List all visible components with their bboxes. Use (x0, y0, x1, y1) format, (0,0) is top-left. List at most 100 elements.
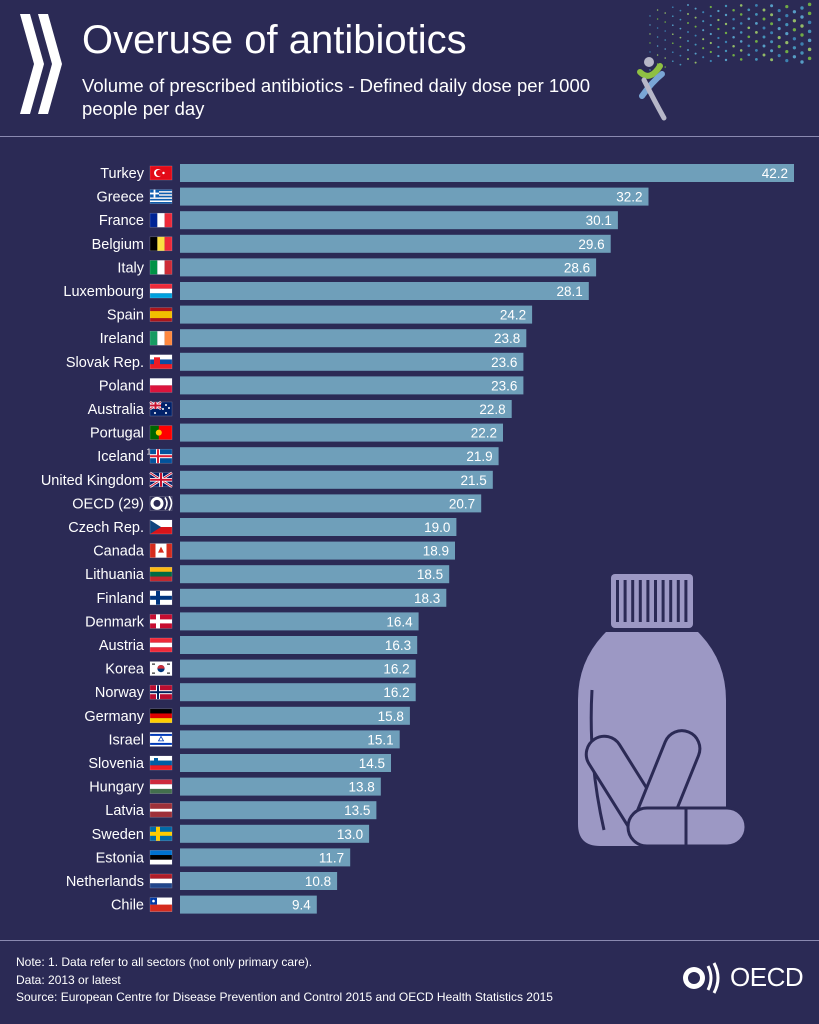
page-title: Overuse of antibiotics (82, 18, 467, 62)
deco-dot (739, 13, 743, 16)
flag-luxembourg-icon (149, 283, 173, 299)
deco-dot (687, 22, 689, 24)
bar-row-italy: Italy 28.6 (117, 258, 597, 277)
deco-dot (762, 53, 766, 57)
value-label: 13.0 (337, 827, 363, 842)
category-label: Finland (96, 591, 144, 607)
category-label: United Kingdom (41, 473, 144, 489)
category-label: Latvia (105, 803, 145, 819)
deco-dot (664, 57, 666, 59)
flag-germany-icon (149, 708, 173, 724)
deco-dot (649, 69, 651, 71)
page-subtitle: Volume of prescribed antibiotics - Defin… (82, 75, 591, 119)
deco-dot (724, 49, 728, 53)
flag-estonia-icon (149, 850, 173, 865)
deco-dot (717, 54, 720, 58)
deco-dot (792, 37, 797, 41)
flag-ireland-icon (149, 330, 173, 346)
flag-latvia-icon (149, 802, 173, 818)
deco-dot (724, 58, 728, 62)
deco-dot (770, 49, 774, 53)
flag-hungary-icon (149, 779, 173, 794)
flag-france-icon (149, 212, 173, 228)
deco-dot (800, 24, 804, 28)
deco-dot (709, 14, 712, 18)
deco-dot (732, 8, 735, 12)
deco-dot (671, 60, 674, 63)
bottle-cap-ridge (654, 580, 657, 622)
bar (180, 659, 416, 678)
deco-dot (732, 44, 735, 48)
category-label: Estonia (96, 850, 145, 866)
bar-row-belgium: Belgium 29.6 (92, 234, 611, 253)
deco-dot (687, 49, 689, 51)
flag-denmark-icon (149, 614, 173, 629)
deco-dot (649, 33, 651, 35)
value-label: 20.7 (449, 496, 475, 511)
value-label: 13.8 (349, 780, 375, 795)
bottle-cap-ridge (684, 580, 688, 622)
value-label: 15.8 (378, 709, 404, 724)
deco-dot (649, 24, 651, 26)
header: Overuse of antibiotics Volume of prescri… (0, 0, 819, 137)
flag-slovenia-icon (149, 755, 173, 771)
bar (180, 423, 503, 442)
value-label: 42.2 (762, 166, 788, 181)
deco-dot (800, 33, 804, 37)
deco-dot (671, 24, 674, 27)
value-label: 32.2 (616, 190, 642, 205)
value-label: 24.2 (500, 308, 526, 323)
bar-row-chile: Chile 9.4 (111, 895, 317, 914)
flag-spain-icon (149, 307, 173, 322)
deco-dot (724, 40, 728, 44)
value-label: 28.6 (564, 260, 590, 275)
deco-dot (777, 45, 781, 49)
bottle-cap-ridge (623, 580, 627, 622)
flag-chile-icon (149, 897, 173, 912)
deco-dot (762, 8, 766, 12)
flag-norway-icon (149, 684, 173, 700)
deco-dot (755, 40, 758, 43)
bar (180, 824, 370, 843)
bar-row-spain: Spain 24.2 (107, 305, 533, 324)
deco-dot (664, 21, 666, 23)
deco-dot (755, 49, 758, 52)
value-label: 23.8 (494, 331, 520, 346)
value-label: 16.2 (383, 662, 409, 677)
flag-iceland-icon (149, 448, 173, 464)
value-label: 18.9 (423, 544, 449, 559)
note-text: Note: 1. Data refer to all sectors (not … (16, 955, 313, 969)
value-label: 21.9 (466, 449, 492, 464)
deco-dot (785, 41, 789, 45)
deco-dot (739, 40, 743, 43)
value-label: 9.4 (292, 898, 311, 913)
antibiotic-bottle-icon (578, 574, 748, 848)
deco-dot (747, 8, 751, 12)
deco-dot (717, 18, 720, 22)
deco-dot (679, 9, 682, 12)
category-label: Chile (111, 898, 144, 914)
value-label: 13.5 (344, 803, 370, 818)
deco-dot (732, 26, 735, 30)
deco-dot (709, 59, 712, 63)
flag-lithuania-icon (149, 566, 173, 582)
category-label: Israel (109, 732, 144, 748)
bar-row-sweden: Sweden 13.0 (92, 824, 370, 843)
category-label: Greece (96, 190, 144, 206)
bar-row-denmark: Denmark 16.4 (85, 612, 419, 631)
bar (180, 518, 457, 536)
deco-dot (732, 17, 735, 21)
deco-dot (724, 13, 728, 17)
bar-row-norway: Norway 16.2 (95, 683, 416, 702)
deco-dot (762, 26, 766, 30)
flag-belgium-icon (149, 236, 173, 252)
bar (180, 282, 589, 300)
flag-czech-rep--icon (149, 519, 173, 535)
bar-row-ireland: Ireland 23.8 (100, 329, 527, 348)
deco-dot (717, 27, 720, 31)
bar (180, 895, 317, 914)
footer-divider (0, 940, 819, 941)
deco-dot (649, 15, 651, 17)
flag-finland-icon (149, 590, 173, 606)
bar-row-finland: Finland 18.3 (96, 588, 447, 607)
